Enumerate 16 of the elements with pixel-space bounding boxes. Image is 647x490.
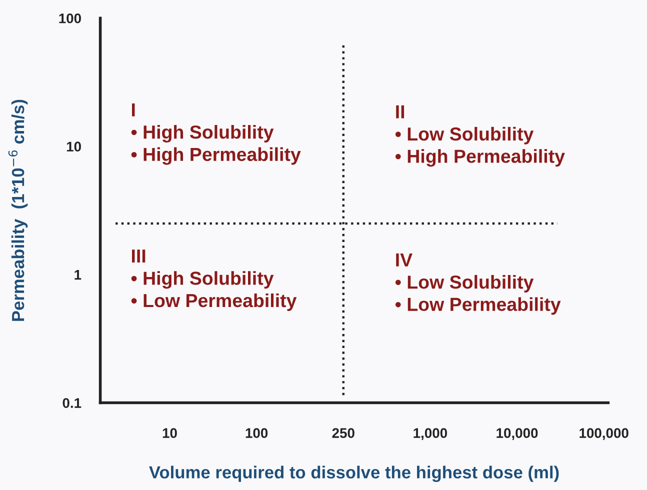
y-tick-label: 10 (66, 142, 81, 152)
x-tick-label: 100 (246, 428, 268, 438)
y-tick-label: 1 (74, 270, 82, 280)
x-tick-label: 10,000 (496, 428, 538, 440)
y-axis-title: Permeability (1*10$^{−6}$ cm/s) (8, 100, 28, 321)
y-tick-label: 0.1 (62, 398, 82, 408)
annotation: I • High Solubility • High Permeability (131, 103, 301, 165)
annotation: II • Low Solubility • High Permeability (395, 105, 565, 167)
x-tick-label: 1,000 (414, 428, 448, 440)
annotation: IV • Low Solubility • Low Permeability (395, 253, 561, 315)
x-tick-label: 100,000 (580, 428, 628, 440)
x-tick-label: 250 (332, 428, 354, 438)
x-axis-title: Volume required to dissolve the highest dose (ml) (149, 466, 559, 482)
y-tick-label: 100 (59, 13, 81, 24)
x-tick-label: 10 (162, 428, 177, 438)
annotation: III • High Solubility • Low Permeability (131, 250, 297, 311)
